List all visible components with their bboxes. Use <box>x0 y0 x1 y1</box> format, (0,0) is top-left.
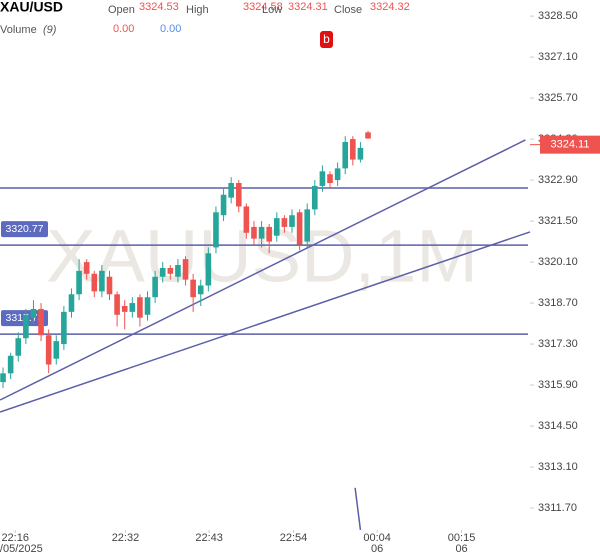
candle-body <box>235 183 242 207</box>
candle-body <box>38 308 44 336</box>
candle-body <box>167 267 174 274</box>
candle-body <box>23 314 29 339</box>
candle-body <box>220 194 227 216</box>
x-tick-label: 22:32 <box>112 532 140 544</box>
candle-body <box>144 297 151 315</box>
candle-body <box>114 294 120 315</box>
volume-period: (9) <box>43 24 57 36</box>
candle-body <box>197 285 204 295</box>
candle-body <box>106 276 113 295</box>
candle-body <box>99 270 105 292</box>
candle-body <box>83 262 90 274</box>
candle-body <box>243 206 250 233</box>
trend-line <box>354 487 362 531</box>
candle-body <box>304 209 311 242</box>
candle-body <box>251 226 257 239</box>
candle-body <box>15 338 22 356</box>
candle-body <box>129 303 136 312</box>
ohlc-label: Low <box>262 4 282 16</box>
candle-body <box>175 265 181 277</box>
x-date-label: 06 <box>371 543 383 555</box>
y-tick-label: 3325.70 <box>538 92 578 104</box>
candle-body <box>365 132 371 139</box>
candle-body <box>357 147 364 160</box>
last-price-box <box>540 135 600 154</box>
ohlc-value: 3324.31 <box>288 1 328 13</box>
candle-body <box>76 270 82 295</box>
trend-line <box>0 139 526 401</box>
volume-value: 0.00 <box>160 23 181 35</box>
x-date-label: 06 <box>455 543 467 555</box>
candle-body <box>53 341 60 359</box>
candle-body <box>0 373 6 383</box>
volume-label: Volume <box>0 24 37 36</box>
ohlc-label: High <box>186 4 209 16</box>
y-tick-label: 3313.10 <box>538 461 578 473</box>
marker: b <box>323 32 330 46</box>
candle-body <box>258 226 265 239</box>
candle-body <box>91 273 98 292</box>
candle-body <box>205 253 212 286</box>
plot: 3320.773317.73 <box>0 130 531 531</box>
candle-body <box>213 212 219 248</box>
y-tick-label: 3311.70 <box>538 502 577 514</box>
candle-body <box>327 174 333 184</box>
candle-body <box>68 294 75 312</box>
y-tick-label: 3314.50 <box>538 420 578 432</box>
candle-body <box>266 226 272 242</box>
candle-body <box>159 267 166 277</box>
trend-line <box>0 231 531 413</box>
ohlc-label: Open <box>108 4 135 16</box>
candle-body <box>289 215 295 227</box>
y-tick-label: 3322.90 <box>538 174 578 186</box>
y-tick-label: 3315.90 <box>538 379 578 391</box>
level-label-box <box>1 221 48 238</box>
candle-body <box>334 168 341 181</box>
ohlc-value: 3324.32 <box>370 1 410 13</box>
candle-body <box>312 185 318 210</box>
symbol: XAU/USD <box>0 0 63 15</box>
candle-body <box>296 212 303 245</box>
last-price-label: 3324.11 <box>551 139 590 151</box>
candle-body <box>273 218 280 236</box>
candle-body <box>342 142 349 169</box>
candle-body <box>7 355 14 374</box>
candle-body <box>228 183 234 198</box>
ohlc-value: 3324.58 <box>243 1 283 13</box>
candle-body <box>350 139 356 160</box>
candle-body <box>190 279 196 298</box>
candle-body <box>152 276 158 298</box>
y-tick-label: 3327.10 <box>538 51 578 63</box>
marker-badge <box>320 31 333 48</box>
y-tick-label: 3328.50 <box>538 10 578 22</box>
candle-body <box>281 218 288 227</box>
candle-body <box>121 305 128 312</box>
y-tick-label: 3320.10 <box>538 256 578 268</box>
candle-body <box>182 259 189 280</box>
y-tick-label: 3321.50 <box>538 215 578 227</box>
x-tick-label: 00:04 <box>363 532 391 544</box>
x-tick-label: 22:43 <box>195 532 223 544</box>
candle-body <box>30 308 37 318</box>
x-tick-label: 22:16 <box>1 532 29 544</box>
volume-value: 0.00 <box>113 23 134 35</box>
x-tick-label: 22:54 <box>280 532 308 544</box>
y-tick-label: 3318.70 <box>538 297 578 309</box>
ohlc-value: 3324.53 <box>139 1 179 13</box>
level-label: 3320.77 <box>6 223 44 235</box>
candle-body <box>319 171 326 186</box>
candle-body <box>61 311 67 345</box>
candle-body <box>45 335 52 365</box>
x-date-label: 05/05/2025 <box>0 543 43 555</box>
ohlc-label: Close <box>334 4 362 16</box>
y-tick-label: 3317.30 <box>538 338 578 350</box>
x-tick-label: 00:15 <box>448 532 476 544</box>
candle-body <box>137 297 143 318</box>
